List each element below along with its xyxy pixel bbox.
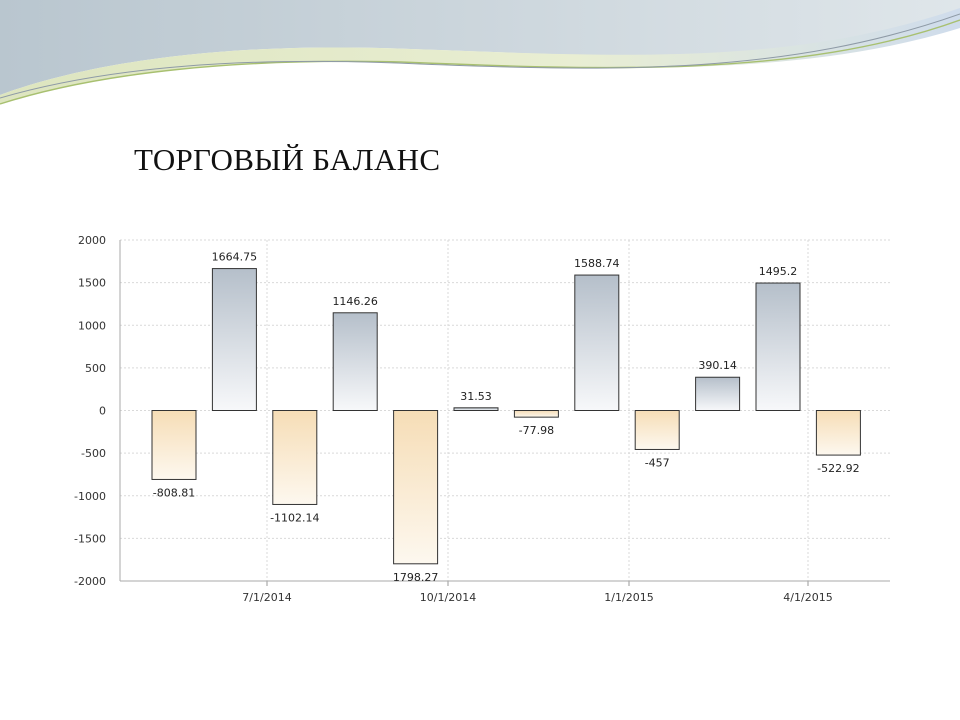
bar-value-label: 1588.74 — [574, 257, 620, 270]
bar-12 — [815, 410, 861, 456]
bar-value-label: 390.14 — [698, 359, 737, 372]
bar-value-label: 1146.26 — [332, 295, 378, 308]
bar-value-label: 1495.2 — [759, 265, 798, 278]
bar-2 — [211, 268, 257, 411]
bar-3 — [272, 410, 318, 505]
data-labels: -808.81 1664.75 -1102.14 1146.26 1798.27 31.5… — [153, 251, 860, 584]
y-tick-label: 0 — [99, 405, 106, 418]
y-tick-label: -2000 — [74, 575, 106, 588]
bar-value-label: -808.81 — [153, 486, 195, 499]
x-tick-label: 10/1/2014 — [420, 591, 476, 604]
bar-4 — [332, 312, 378, 412]
axes: 2000 1500 1000 500 0 -500 -1000 -1500 -2000 7/1/2… — [74, 234, 890, 604]
bar-8 — [574, 274, 620, 411]
y-tick-label: 1500 — [78, 277, 106, 290]
slide-wave-decoration — [0, 0, 960, 105]
y-tick-label: -500 — [81, 447, 106, 460]
y-tick-label: 500 — [85, 362, 106, 375]
slide-title: ТОРГОВЫЙ БАЛАНС — [134, 142, 441, 177]
bar-value-label: -522.92 — [817, 462, 859, 475]
bar-7 — [513, 410, 559, 418]
bars — [151, 268, 861, 565]
y-tick-label: -1500 — [74, 532, 106, 545]
y-tick-label: -1000 — [74, 490, 106, 503]
bar-value-label: -1102.14 — [270, 511, 319, 524]
bar-value-label: 1664.75 — [212, 251, 258, 264]
bar-6 — [453, 407, 499, 412]
bar-value-label: 1798.27 — [393, 571, 439, 584]
bar-value-label: -77.98 — [519, 424, 554, 437]
y-tick-label: 1000 — [78, 319, 106, 332]
bar-value-label: 31.53 — [460, 390, 492, 403]
bar-11 — [755, 282, 801, 412]
y-tick-label: 2000 — [78, 234, 106, 247]
bar-5 — [393, 410, 439, 565]
bar-1 — [151, 410, 197, 480]
bar-value-label: -457 — [645, 456, 670, 469]
bar-9 — [634, 410, 680, 450]
x-tick-label: 4/1/2015 — [783, 591, 832, 604]
x-tick-label: 1/1/2015 — [604, 591, 653, 604]
x-tick-label: 7/1/2014 — [242, 591, 291, 604]
bar-10 — [695, 376, 741, 412]
